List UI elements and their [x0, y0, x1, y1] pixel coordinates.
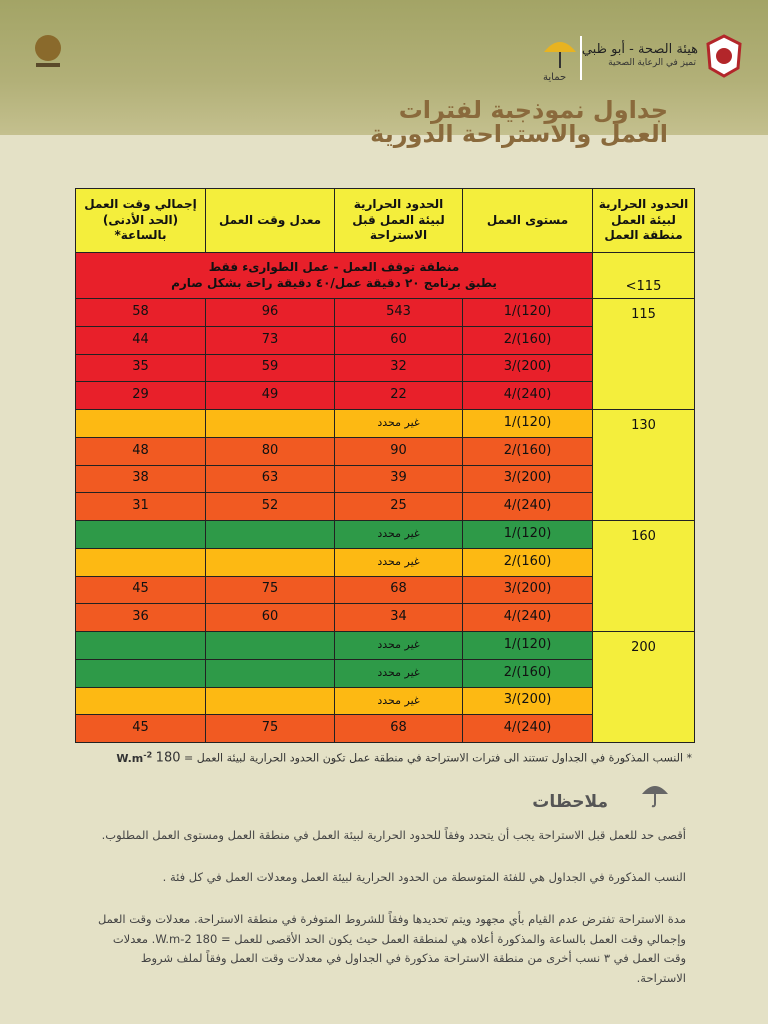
notes-icon	[642, 786, 668, 808]
table-cell: 58	[75, 298, 206, 327]
stop-zone-line: منطقة توقف العمل - عمل الطوارىء فقط	[208, 259, 460, 274]
table-cell: 3/(200)	[462, 464, 593, 494]
stop-zone: منطقة توقف العمل - عمل الطوارىء فقط يطبق …	[75, 252, 593, 299]
banner	[0, 0, 768, 135]
table-cell	[205, 631, 335, 660]
table-cell	[75, 409, 206, 438]
table-cell: غير محدد	[334, 686, 463, 716]
umbrella-logo	[544, 42, 576, 68]
table-cell: 22	[334, 381, 463, 410]
table-cell: 73	[205, 325, 335, 355]
logo-text: هيئة الصحة - أبو ظبي	[581, 42, 698, 57]
table-cell: 2/(160)	[462, 325, 593, 355]
note-paragraph: مدة الاستراحة تفترض عدم القيام بأي مجهود…	[97, 912, 686, 985]
table-cell: 1/(120)	[462, 631, 593, 660]
threshold-cell: 115	[592, 298, 695, 410]
notes-title: ملاحظات	[532, 792, 608, 812]
table-cell: 36	[75, 603, 206, 632]
table-cell: غير محدد	[334, 631, 463, 660]
table-cell	[75, 631, 206, 660]
table-cell	[75, 686, 206, 716]
table-cell: 34	[334, 603, 463, 632]
table-cell: 31	[75, 492, 206, 521]
logo-center-text: حماية	[543, 72, 567, 83]
title: جداول نموذجية لفترات	[398, 96, 668, 124]
header-cell: مستوى العمل	[462, 188, 593, 253]
footnote: * النسب المذكورة في الجداول تستند الى فت…	[116, 750, 692, 766]
footnote-unit-exp: -2	[143, 750, 153, 759]
table-cell: غير محدد	[334, 547, 463, 577]
header-cell: الحدود الحرارية لبيئة العمل منطقة العمل	[592, 188, 695, 253]
table-cell: 2/(160)	[462, 547, 593, 577]
footnote-unit: W.m	[116, 751, 144, 765]
table-cell: 49	[205, 381, 335, 410]
threshold-cell: 200	[592, 631, 695, 743]
table-cell	[205, 409, 335, 438]
table-cell: 3/(200)	[462, 575, 593, 605]
emblem-left	[35, 35, 61, 67]
table-cell: 35	[75, 353, 206, 383]
table-cell: 80	[205, 436, 335, 466]
table-cell: 4/(240)	[462, 381, 593, 410]
table-cell: 1/(120)	[462, 520, 593, 549]
table-cell: 39	[334, 464, 463, 494]
title: العمل والاستراحة الدورية	[370, 120, 668, 148]
note-paragraph: النسب المذكورة في الجداول هي للفئة المتو…	[162, 870, 686, 884]
table-cell: غير محدد	[334, 520, 463, 549]
table-cell: 48	[75, 436, 206, 466]
table-cell	[205, 686, 335, 716]
table-cell: 1/(120)	[462, 298, 593, 327]
table-cell: غير محدد	[334, 409, 463, 438]
table-cell: 4/(240)	[462, 492, 593, 521]
stop-zone-line: يطبق برنامج ٢٠ دقيقة عمل/٤٠ دقيقة راحة ب…	[171, 275, 497, 290]
table-cell: 2/(160)	[462, 658, 593, 688]
table-cell: 45	[75, 575, 206, 605]
footnote-text: * النسب المذكورة في الجداول تستند الى فت…	[184, 751, 692, 765]
table-cell: 68	[334, 575, 463, 605]
header-cell: الحدود الحرارية لبيئة العمل قبل الاستراح…	[334, 188, 463, 253]
table-cell: 32	[334, 353, 463, 383]
footnote-value: 180	[155, 750, 181, 766]
table-cell	[205, 547, 335, 577]
table-cell: 59	[205, 353, 335, 383]
header-cell: معدل وقت العمل	[205, 188, 335, 253]
table-cell	[75, 547, 206, 577]
table-cell: 1/(120)	[462, 409, 593, 438]
table-cell: 38	[75, 464, 206, 494]
table-cell: 3/(200)	[462, 686, 593, 716]
table-cell: 60	[334, 325, 463, 355]
table-cell: 44	[75, 325, 206, 355]
table-cell: 4/(240)	[462, 603, 593, 632]
table-cell: غير محدد	[334, 658, 463, 688]
table: الحدود الحرارية لبيئة العمل منطقة العمل م…	[75, 188, 695, 743]
emblem-right	[706, 34, 742, 78]
threshold-cell: 130	[592, 409, 695, 521]
threshold-cell: <115	[592, 252, 695, 299]
table-cell	[75, 520, 206, 549]
table-cell: 52	[205, 492, 335, 521]
note-paragraph: أقصى حد للعمل قبل الاستراحة يجب أن يتحدد…	[101, 828, 686, 842]
table-cell: 75	[205, 575, 335, 605]
table-cell: 63	[205, 464, 335, 494]
table-cell: 68	[334, 714, 463, 743]
logo-subtext: تميز في الرعاية الصحية	[608, 58, 696, 68]
table-cell: 75	[205, 714, 335, 743]
table-cell: 96	[205, 298, 335, 327]
table-cell: 90	[334, 436, 463, 466]
table-cell: 543	[334, 298, 463, 327]
table-cell	[75, 658, 206, 688]
table-cell	[205, 658, 335, 688]
table-cell: 29	[75, 381, 206, 410]
table-cell	[205, 520, 335, 549]
table-cell: 3/(200)	[462, 353, 593, 383]
table-cell: 2/(160)	[462, 436, 593, 466]
header-cell: إجمالي وقت العمل (الحد الأدنى) بالساعة*	[75, 188, 206, 253]
threshold-cell: 160	[592, 520, 695, 632]
table-cell: 45	[75, 714, 206, 743]
table-cell: 4/(240)	[462, 714, 593, 743]
table-cell: 25	[334, 492, 463, 521]
table-cell: 60	[205, 603, 335, 632]
divider	[580, 36, 582, 80]
